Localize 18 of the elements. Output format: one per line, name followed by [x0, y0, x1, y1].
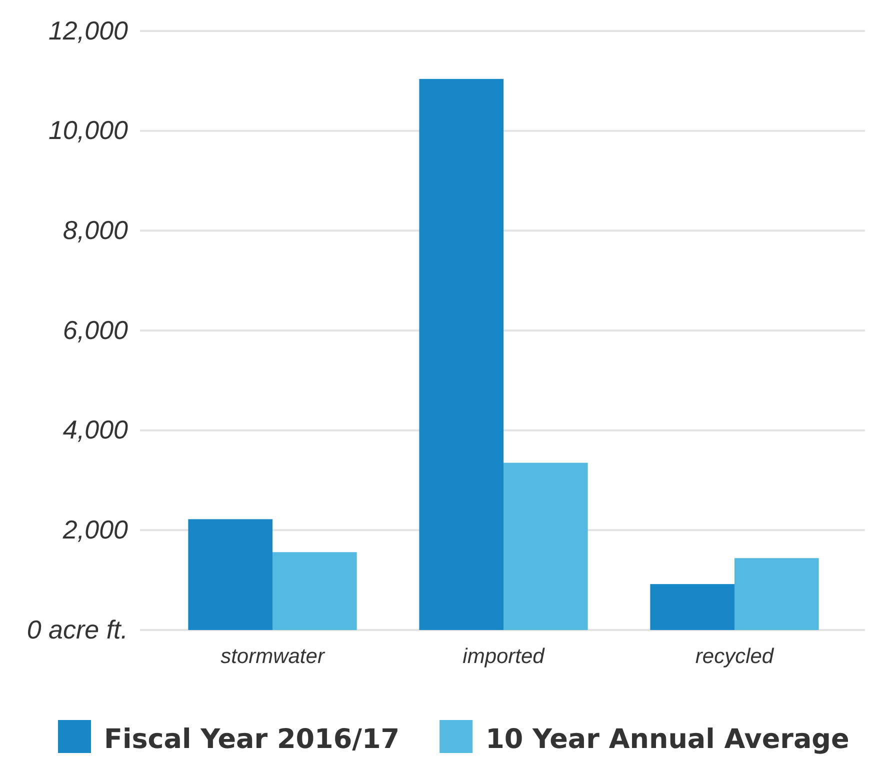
y-tick-label: 0 acre ft.: [26, 614, 128, 644]
bar: [504, 462, 588, 630]
y-tick-label: 2,000: [62, 514, 129, 544]
bar: [272, 552, 357, 630]
bar: [650, 584, 734, 630]
y-tick-label: 12,000: [48, 15, 129, 46]
bar: [188, 519, 273, 630]
y-tick-label: 6,000: [62, 314, 129, 345]
bar: [734, 558, 819, 630]
y-tick-label: 4,000: [62, 414, 129, 445]
y-tick-label: 8,000: [62, 214, 129, 245]
x-tick-label: recycled: [695, 644, 775, 668]
x-tick-label: stormwater: [220, 644, 326, 668]
legend-label: 10 Year Annual Average: [486, 724, 850, 755]
y-tick-label: 10,000: [48, 115, 129, 146]
x-tick-label: imported: [462, 644, 546, 668]
bar: [419, 78, 504, 630]
legend-label: Fiscal Year 2016/17: [104, 724, 400, 755]
